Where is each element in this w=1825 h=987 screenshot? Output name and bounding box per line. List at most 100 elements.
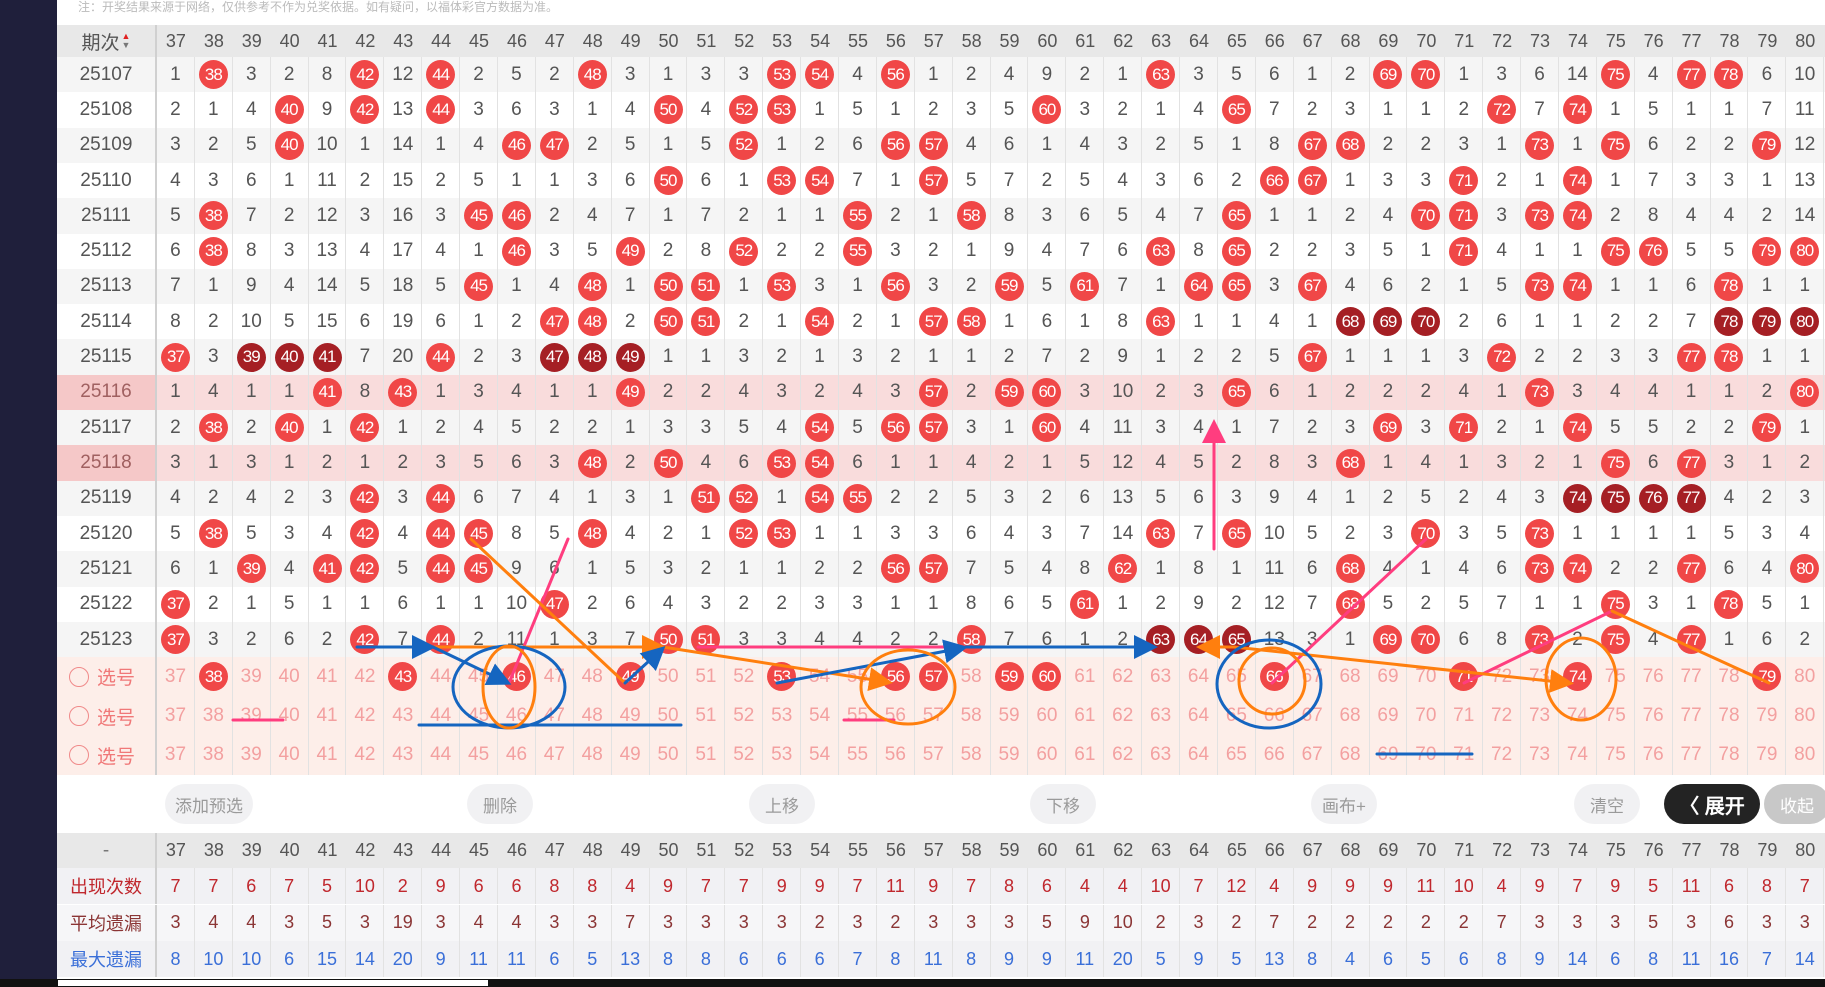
- miss-count-cell[interactable]: 3: [1066, 374, 1105, 411]
- miss-count-cell[interactable]: 5: [233, 127, 271, 163]
- miss-count-cell[interactable]: 11: [498, 621, 536, 658]
- hit-cell[interactable]: 40: [271, 127, 309, 163]
- select-number-cell[interactable]: 64: [1180, 696, 1218, 736]
- move-down-button[interactable]: 下移: [1030, 784, 1096, 824]
- miss-count-cell[interactable]: 5: [1142, 480, 1181, 516]
- miss-count-cell[interactable]: 1: [915, 198, 953, 234]
- hit-cell[interactable]: 53: [763, 162, 802, 199]
- select-number-cell[interactable]: 54: [801, 657, 840, 697]
- miss-count-cell[interactable]: 7: [346, 339, 385, 375]
- select-number-cell[interactable]: 69: [1370, 696, 1408, 736]
- miss-count-cell[interactable]: 1: [1332, 339, 1370, 375]
- hit-cell[interactable]: 61: [1066, 268, 1105, 305]
- collapse-button[interactable]: 收起: [1764, 784, 1825, 824]
- select-number-cell[interactable]: 65: [1218, 696, 1256, 736]
- hit-cell[interactable]: 41: [309, 339, 347, 375]
- select-number-cell[interactable]: 41: [309, 696, 347, 736]
- miss-count-cell[interactable]: 9: [1104, 339, 1143, 375]
- select-number-cell[interactable]: 80: [1786, 735, 1825, 775]
- miss-count-cell[interactable]: 2: [1028, 162, 1067, 199]
- miss-count-cell[interactable]: 1: [346, 586, 385, 622]
- miss-count-cell[interactable]: 1: [1407, 92, 1446, 128]
- miss-count-cell[interactable]: 4: [1332, 268, 1370, 305]
- miss-count-cell[interactable]: 3: [801, 268, 840, 305]
- hit-cell[interactable]: 64: [1180, 268, 1218, 305]
- miss-count-cell[interactable]: 5: [1407, 480, 1446, 516]
- miss-count-cell[interactable]: 1: [346, 127, 385, 163]
- miss-count-cell[interactable]: 5: [1635, 92, 1673, 128]
- select-number-cell[interactable]: 50: [650, 735, 688, 775]
- miss-count-cell[interactable]: 7: [1104, 268, 1143, 305]
- draw-row[interactable]: 25118 3 1 3 1 2 1 2 3 5 6 3 48 2 50 4 6 53 54 6 1 1 4 2 1 5 12 4 5 2 8…: [57, 445, 1825, 481]
- miss-count-cell[interactable]: 4: [1294, 480, 1332, 516]
- miss-count-cell[interactable]: 1: [612, 410, 650, 446]
- miss-count-cell[interactable]: 3: [1521, 480, 1559, 516]
- miss-count-cell[interactable]: 8: [991, 198, 1029, 234]
- miss-count-cell[interactable]: 2: [1786, 621, 1825, 658]
- select-number-cell[interactable]: 61: [1066, 735, 1105, 775]
- miss-count-cell[interactable]: 1: [877, 586, 915, 622]
- miss-count-cell[interactable]: 1: [1256, 198, 1294, 234]
- miss-count-cell[interactable]: 5: [839, 410, 877, 446]
- miss-count-cell[interactable]: 2: [801, 551, 840, 587]
- miss-count-cell[interactable]: 3: [1407, 162, 1446, 199]
- miss-count-cell[interactable]: 3: [801, 586, 840, 622]
- select-number-cell[interactable]: 46: [498, 735, 536, 775]
- miss-count-cell[interactable]: 2: [1748, 480, 1787, 516]
- miss-count-cell[interactable]: 1: [953, 233, 991, 269]
- hit-cell[interactable]: 51: [687, 621, 726, 658]
- miss-count-cell[interactable]: 10: [1256, 516, 1294, 552]
- miss-count-cell[interactable]: 2: [1370, 480, 1408, 516]
- miss-count-cell[interactable]: 2: [1218, 445, 1256, 481]
- miss-count-cell[interactable]: 1: [1786, 410, 1825, 446]
- miss-count-cell[interactable]: 1: [1104, 586, 1143, 622]
- miss-count-cell[interactable]: 2: [460, 339, 499, 375]
- draw-row[interactable]: 25119 4 2 4 2 3 42 3 44 6 7 4 1 3 1 51 52 1 54 55 2 2 5 3 2 6 13 5 6…: [57, 480, 1825, 516]
- miss-count-cell[interactable]: 4: [346, 233, 385, 269]
- select-number-cell[interactable]: 54: [801, 735, 840, 775]
- hit-cell[interactable]: 56: [877, 57, 915, 93]
- hit-cell[interactable]: 47: [536, 127, 574, 163]
- miss-count-cell[interactable]: 6: [1066, 480, 1105, 516]
- select-row[interactable]: 选号 37 38 39 40 41 42 43 44 45 46 47 48 49 50 51 52 53 54 55…: [57, 696, 1825, 736]
- miss-count-cell[interactable]: 3: [1748, 516, 1787, 552]
- miss-count-cell[interactable]: 1: [309, 586, 347, 622]
- miss-count-cell[interactable]: 3: [650, 551, 688, 587]
- miss-count-cell[interactable]: 6: [839, 445, 877, 481]
- select-number-cell[interactable]: 46: [498, 657, 536, 697]
- miss-count-cell[interactable]: 1: [1066, 621, 1105, 658]
- miss-count-cell[interactable]: 4: [1483, 233, 1522, 269]
- select-number-cell[interactable]: 42: [346, 696, 385, 736]
- miss-count-cell[interactable]: 1: [612, 268, 650, 305]
- miss-count-cell[interactable]: 3: [915, 516, 953, 552]
- miss-count-cell[interactable]: 12: [309, 198, 347, 234]
- miss-count-cell[interactable]: 1: [1559, 127, 1597, 163]
- miss-count-cell[interactable]: 13: [384, 92, 423, 128]
- hit-cell[interactable]: 57: [915, 374, 953, 411]
- miss-count-cell[interactable]: 1: [763, 198, 802, 234]
- miss-count-cell[interactable]: 2: [1748, 374, 1787, 411]
- miss-count-cell[interactable]: 3: [157, 127, 195, 163]
- miss-count-cell[interactable]: 2: [1142, 586, 1181, 622]
- miss-count-cell[interactable]: 6: [1180, 162, 1218, 199]
- miss-count-cell[interactable]: 3: [1483, 198, 1522, 234]
- miss-count-cell[interactable]: 3: [877, 374, 915, 411]
- miss-count-cell[interactable]: 7: [498, 480, 536, 516]
- miss-count-cell[interactable]: 6: [725, 445, 764, 481]
- miss-count-cell[interactable]: 1: [801, 339, 840, 375]
- select-number-cell[interactable]: 50: [650, 696, 688, 736]
- miss-count-cell[interactable]: 1: [574, 92, 612, 128]
- miss-count-cell[interactable]: 2: [1332, 516, 1370, 552]
- miss-count-cell[interactable]: 5: [498, 410, 536, 446]
- miss-count-cell[interactable]: 19: [384, 304, 423, 340]
- miss-count-cell[interactable]: 7: [991, 621, 1029, 658]
- miss-count-cell[interactable]: 5: [953, 480, 991, 516]
- miss-count-cell[interactable]: 8: [157, 304, 195, 340]
- miss-count-cell[interactable]: 1: [763, 551, 802, 587]
- hit-cell[interactable]: 50: [650, 304, 688, 340]
- hit-cell[interactable]: 50: [650, 621, 688, 658]
- miss-count-cell[interactable]: 2: [1748, 198, 1787, 234]
- hit-cell[interactable]: 48: [574, 304, 612, 340]
- miss-count-cell[interactable]: 5: [1028, 586, 1067, 622]
- hit-cell[interactable]: 77: [1673, 480, 1711, 516]
